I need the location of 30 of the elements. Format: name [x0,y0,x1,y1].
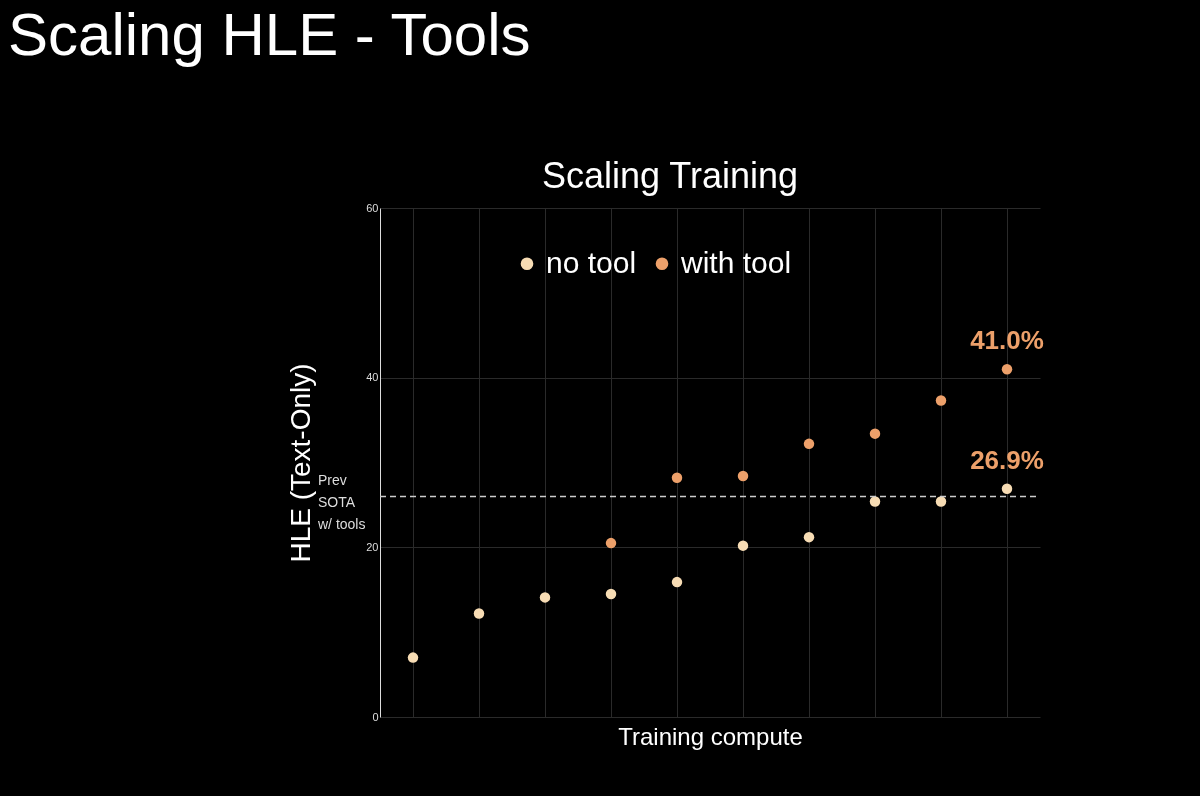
data-label: 41.0% [970,325,1044,356]
legend-label: with tool [680,245,792,279]
point [473,608,485,619]
point [803,531,815,543]
point [869,428,881,439]
point [407,652,419,663]
point [605,537,617,549]
y-tick-label: 20 [366,540,379,553]
point [737,470,749,482]
point [1001,363,1013,375]
x-axis-title: Training compute [618,722,803,750]
y-axis-title: HLE (Text-Only) [285,363,317,563]
point [1001,483,1013,495]
point [605,588,617,600]
chart-title: Scaling HLE - Tools [8,1,531,68]
point [737,540,749,551]
chart-subtitle: Scaling Training [541,155,799,196]
point [539,592,551,603]
y-tick-label: 60 [366,201,379,214]
legend-label: no tool [546,245,637,279]
y-tick-label: 0 [372,710,379,723]
point [671,472,683,483]
ref-line-label: Prev SOTA w/ tools [317,472,366,533]
point [935,496,947,507]
point [803,438,815,450]
data-label: 26.9% [970,444,1044,475]
point [671,576,683,588]
point [869,496,881,507]
y-tick-label: 40 [366,371,379,384]
point [935,395,947,406]
